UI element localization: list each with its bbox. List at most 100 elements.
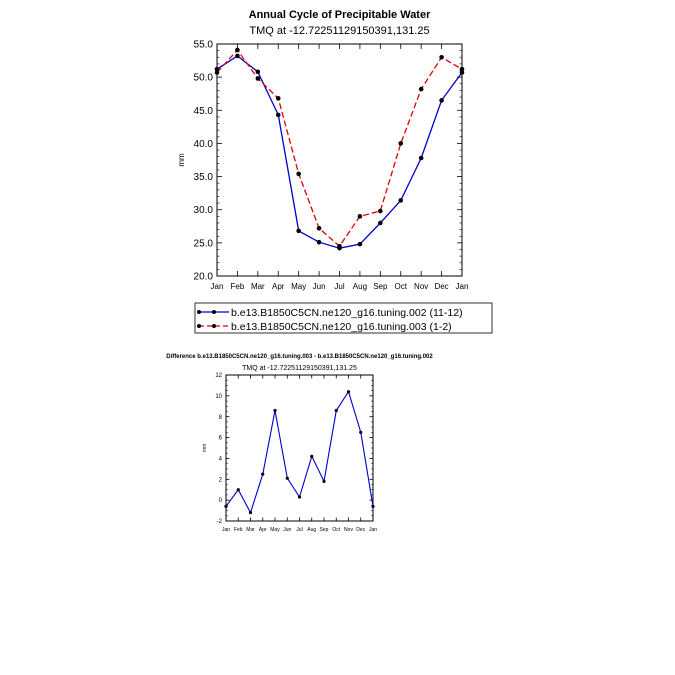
data-point	[275, 96, 281, 101]
data-point	[235, 47, 240, 53]
y-axis-label: mm	[177, 153, 186, 167]
data-point	[459, 70, 465, 75]
data-point	[337, 243, 342, 249]
data-point	[418, 155, 424, 161]
data-point	[346, 390, 351, 394]
x-tick-label: Nov	[344, 527, 353, 533]
chart-title: Annual Cycle of Precipitable Water	[249, 9, 431, 21]
y-tick-label: 55.0	[194, 40, 214, 51]
x-tick-label: Feb	[234, 527, 243, 533]
data-point	[316, 239, 322, 245]
data-point	[296, 228, 301, 234]
data-point	[357, 214, 363, 219]
y-tick-label: -2	[217, 519, 223, 525]
x-tick-label: Dec	[434, 282, 448, 291]
x-tick-label: Feb	[231, 282, 245, 291]
x-tick-label: Sep	[373, 282, 388, 291]
y-tick-label: 30.0	[194, 205, 214, 216]
data-point	[459, 66, 465, 72]
plot-frame	[216, 43, 463, 277]
x-tick-label: Apr	[259, 527, 267, 533]
legend-label: b.e13.B1850C5CN.ne120_g16.tuning.003 (1-…	[231, 321, 452, 333]
x-tick-label: Mar	[246, 527, 255, 533]
data-point	[214, 70, 220, 75]
x-tick-label: Nov	[414, 282, 428, 291]
y-tick-label: 0	[219, 498, 223, 504]
x-tick-label: Jan	[222, 527, 230, 533]
data-point	[398, 141, 404, 146]
x-tick-label: May	[270, 527, 280, 533]
chart-1: Annual Cycle of Precipitable Water TMQ at…	[177, 9, 493, 334]
data-point	[255, 69, 261, 75]
y-tick-label: 50.0	[194, 73, 214, 84]
legend-label: b.e13.B1850C5CN.ne120_g16.tuning.002 (11…	[231, 307, 463, 319]
legend-marker	[197, 310, 201, 314]
data-point	[357, 241, 363, 247]
y-tick-label: 40.0	[194, 139, 214, 150]
data-point	[275, 112, 281, 118]
data-point	[334, 408, 338, 413]
data-point	[316, 225, 322, 231]
data-point	[439, 98, 444, 103]
legend-marker	[212, 310, 216, 314]
x-tick-label: Jun	[283, 527, 291, 533]
x-tick-label: Jan	[456, 282, 469, 291]
legend-marker	[197, 324, 201, 328]
data-point	[248, 511, 253, 515]
x-tick-label: May	[291, 282, 306, 291]
x-tick-label: Jan	[369, 527, 377, 533]
x-tick-label: Jun	[313, 282, 326, 291]
y-tick-label: 2	[219, 477, 223, 483]
x-tick-label: Mar	[251, 282, 265, 291]
data-point	[322, 479, 326, 483]
y-tick-label: 8	[219, 415, 223, 421]
data-point	[235, 53, 240, 59]
x-tick-label: Oct	[332, 527, 340, 533]
x-tick-label: Aug	[307, 527, 316, 533]
chart-2: Difference b.e13.B1850C5CN.ne120_g16.tun…	[166, 354, 433, 533]
data-point	[310, 454, 314, 458]
chart-subtitle: TMQ at -12.72251129150391,131.25	[249, 25, 429, 37]
x-tick-label: Jan	[211, 282, 224, 291]
data-point	[255, 76, 261, 81]
y-tick-label: 35.0	[194, 172, 214, 183]
x-tick-label: Oct	[395, 282, 408, 291]
x-tick-label: Sep	[320, 527, 329, 533]
data-point	[224, 504, 228, 508]
chart-subtitle: TMQ at -12.72251129150391,131.25	[242, 365, 357, 372]
legend-marker	[212, 324, 216, 328]
y-tick-label: 20.0	[194, 272, 214, 283]
series-line-1	[216, 55, 463, 249]
data-point	[273, 408, 277, 413]
data-point	[261, 472, 265, 476]
x-tick-label: Jul	[334, 282, 344, 291]
y-tick-label: 25.0	[194, 238, 214, 249]
data-point	[296, 171, 301, 177]
y-tick-label: 12	[215, 373, 222, 379]
data-point	[439, 54, 444, 60]
legend-box	[194, 302, 493, 334]
y-tick-label: 4	[219, 457, 223, 463]
y-tick-label: 10	[215, 394, 222, 400]
data-point	[378, 208, 383, 214]
data-point	[297, 495, 302, 499]
data-point	[285, 476, 289, 480]
data-point	[378, 220, 383, 226]
y-axis-label: mm	[202, 444, 208, 452]
data-point	[359, 430, 363, 434]
legend: b.e13.B1850C5CN.ne120_g16.tuning.002 (11…	[194, 302, 493, 334]
y-tick-label: 45.0	[194, 106, 214, 117]
data-point	[371, 504, 375, 508]
series-line-1	[225, 390, 374, 515]
data-point	[418, 86, 424, 92]
x-tick-label: Aug	[353, 282, 367, 291]
data-point	[398, 198, 404, 203]
x-tick-label: Jul	[296, 527, 302, 533]
plot-frame	[225, 374, 374, 522]
data-point	[236, 488, 240, 492]
x-tick-label: Apr	[272, 282, 285, 291]
y-tick-label: 6	[219, 436, 223, 442]
chart-title: Difference b.e13.B1850C5CN.ne120_g16.tun…	[166, 354, 433, 360]
x-tick-label: Dec	[356, 527, 365, 533]
